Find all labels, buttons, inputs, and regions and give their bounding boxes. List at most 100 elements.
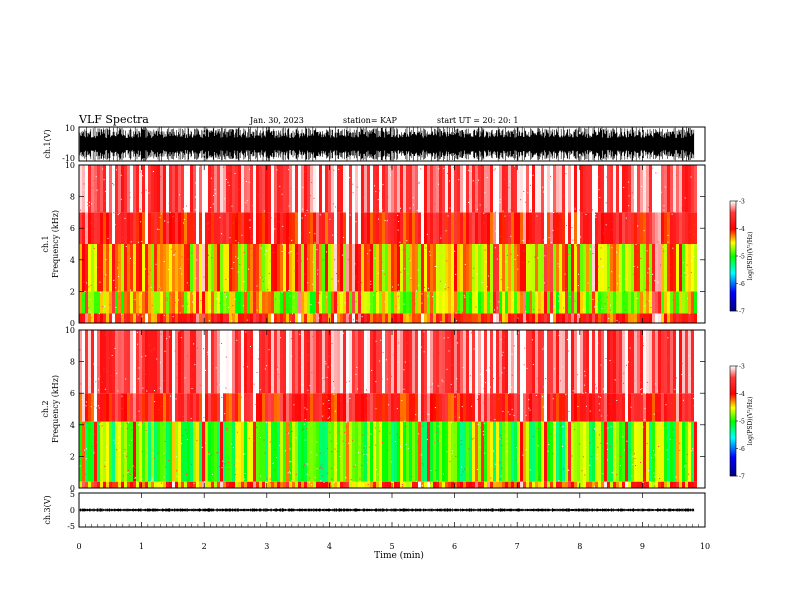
spectrogram-cell (481, 393, 484, 422)
colorbar-segment (730, 281, 736, 283)
spectrogram-speckle (600, 364, 602, 366)
spectrogram-cell (220, 244, 223, 292)
spectrogram-cell (538, 330, 541, 394)
spectrogram-cell (133, 291, 136, 314)
spectrogram-cell (430, 291, 433, 314)
spectrogram-cell (649, 212, 652, 244)
spectrogram-speckle (180, 193, 182, 195)
colorbar-segment (730, 264, 736, 266)
spectrogram-speckle (146, 390, 148, 392)
spectrogram-speckle (515, 379, 517, 381)
spectrogram-cell (265, 330, 268, 394)
spectrogram-speckle (667, 232, 668, 234)
spectrogram-speckle (228, 468, 230, 470)
spectrogram-speckle (318, 317, 320, 319)
spectrogram-speckle (473, 348, 475, 350)
spectrogram-speckle (614, 379, 616, 381)
spectrogram-speckle (125, 378, 127, 380)
spectrogram-speckle (302, 415, 304, 417)
spectrogram-speckle (640, 230, 642, 232)
spectrogram-speckle (557, 263, 559, 265)
spectrogram-cell (538, 313, 541, 323)
spectrogram-speckle (598, 403, 600, 405)
colorbar-segment (730, 220, 736, 222)
spectrogram-cell (679, 330, 682, 394)
spectrogram-speckle (87, 201, 89, 203)
spectrogram-cell (688, 313, 691, 323)
spectrogram-cell (556, 481, 559, 488)
spectrogram-speckle (445, 284, 447, 286)
spectrogram-speckle (328, 356, 330, 357)
colorbar-tick-label: -7 (739, 474, 745, 481)
spectrogram-cell (190, 291, 193, 314)
spectrogram-speckle (647, 272, 649, 274)
spectrogram-speckle (175, 250, 177, 252)
spectrogram-cell (199, 212, 202, 244)
spectrogram-speckle (302, 208, 304, 210)
spectrogram-cell (664, 393, 667, 422)
spectrogram-speckle (600, 442, 602, 444)
spectrogram-cell (388, 481, 391, 488)
spectrogram-cell (544, 421, 547, 482)
spectrogram-speckle (467, 166, 469, 168)
spectrogram-speckle (526, 367, 528, 369)
spectrogram-cell (394, 244, 397, 292)
spectrogram-cell (391, 330, 394, 394)
spectrogram-speckle (413, 419, 415, 421)
spectrogram-cell (130, 393, 133, 422)
colorbar-tick-label: -6 (739, 446, 745, 453)
spectrogram-cell (217, 165, 220, 213)
spectrogram-cell (673, 421, 676, 482)
spectrogram-cell (391, 313, 394, 323)
spectrogram-cell (451, 212, 454, 244)
colorbar-tick-label: -3 (739, 199, 745, 206)
spectrogram-cell (676, 481, 679, 488)
spectrogram-cell (85, 165, 88, 213)
spectrogram-speckle (392, 281, 393, 283)
spectrogram-cell (295, 313, 298, 323)
spectrogram-speckle (373, 294, 375, 296)
spectrogram-cell (331, 165, 334, 213)
spectrogram-cell (202, 212, 205, 244)
spectrogram-speckle (592, 298, 594, 300)
spectrogram-cell (130, 291, 133, 314)
colorbar-segment (730, 408, 736, 410)
spectrogram-cell (544, 244, 547, 292)
ytick-label: 0 (70, 319, 75, 328)
spectrogram-speckle (95, 211, 97, 212)
spectrogram-speckle (435, 470, 437, 472)
spectrogram-cell (505, 393, 508, 422)
spectrogram-cell (451, 330, 454, 394)
spectrogram-speckle (93, 180, 95, 182)
spectrogram-cell (646, 291, 649, 314)
spectrogram-speckle (380, 416, 382, 418)
spectrogram-cell (172, 165, 175, 213)
spectrogram-cell (283, 330, 286, 394)
spectrogram-cell (262, 313, 265, 323)
spectrogram-speckle (253, 303, 255, 304)
colorbar-segment (730, 223, 736, 225)
colorbar-segment (730, 301, 736, 303)
spectrogram-speckle (85, 405, 87, 407)
spectrogram-speckle (468, 448, 470, 450)
spectrogram-cell (523, 330, 526, 394)
spectrogram-cell (130, 165, 133, 213)
spectrogram-speckle (157, 452, 159, 454)
spectrogram-cell (235, 481, 238, 488)
spectrogram-speckle (564, 273, 566, 275)
spectrogram-cell (88, 212, 91, 244)
spectrogram-cell (94, 421, 97, 482)
spectrogram-cell (352, 212, 355, 244)
spectrogram-speckle (92, 187, 94, 189)
spectrogram-cell (475, 291, 478, 314)
spectrogram-speckle (444, 286, 446, 288)
spectrogram-speckle (648, 268, 650, 270)
spectrogram-cell (676, 244, 679, 292)
spectrogram-speckle (654, 279, 656, 281)
spectrogram-cell (475, 330, 478, 394)
spectrogram-speckle (118, 212, 120, 214)
spectrogram-speckle (574, 300, 576, 302)
spectrogram-cell (265, 244, 268, 292)
spectrogram-speckle (417, 442, 419, 444)
spectrogram-speckle (328, 403, 330, 405)
